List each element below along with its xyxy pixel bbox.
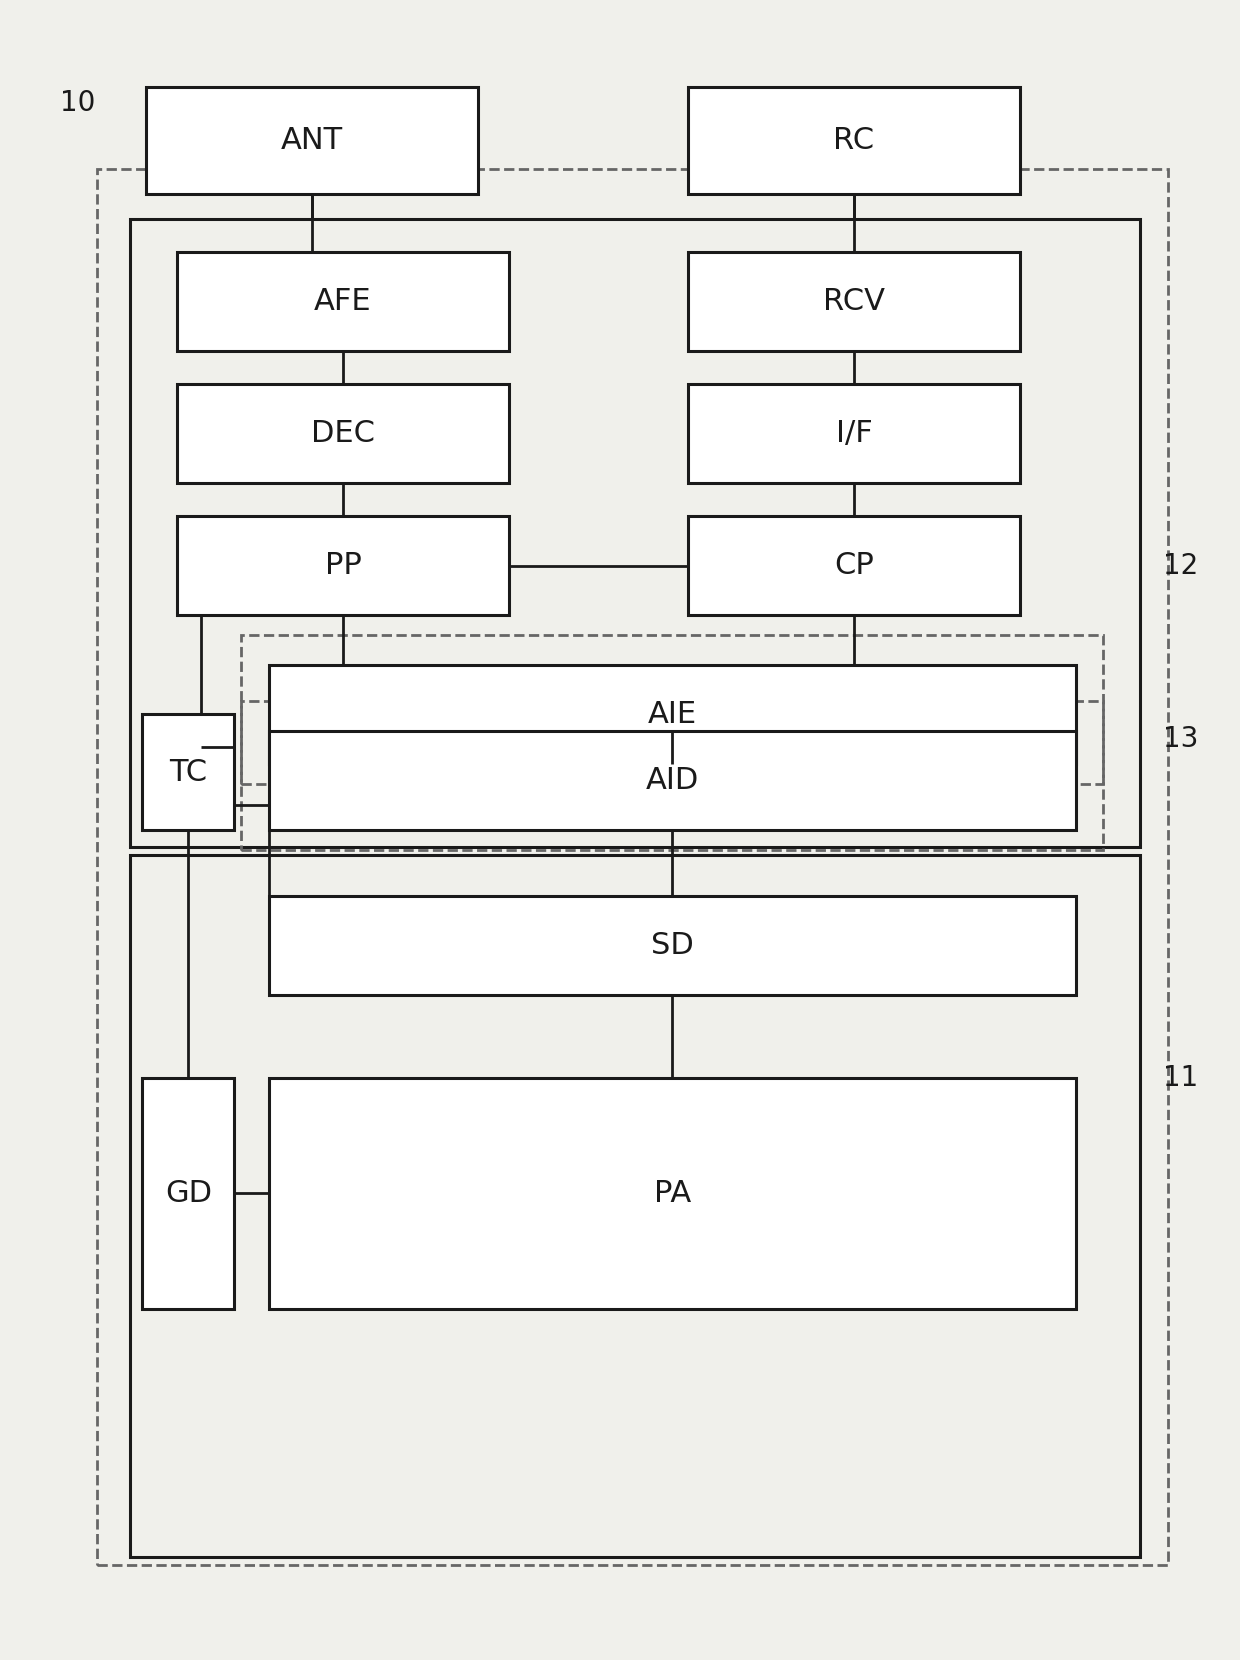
Bar (130, 855, 1140, 1557)
Text: AID: AID (646, 765, 699, 795)
Text: PA: PA (653, 1179, 691, 1208)
Text: AIE: AIE (647, 701, 697, 729)
Bar (130, 219, 1140, 847)
Bar (176, 516, 510, 616)
Bar (688, 252, 1021, 350)
Text: 10: 10 (61, 90, 95, 118)
Text: PP: PP (325, 551, 361, 581)
Bar (146, 86, 479, 194)
Text: RCV: RCV (823, 287, 885, 315)
Text: GD: GD (165, 1179, 212, 1208)
Text: 12: 12 (1163, 551, 1198, 579)
Text: DEC: DEC (311, 418, 374, 448)
Bar (269, 730, 1076, 830)
Text: I/F: I/F (836, 418, 873, 448)
Bar (97, 169, 1168, 1565)
Bar (143, 714, 234, 830)
Bar (688, 383, 1021, 483)
Bar (176, 383, 510, 483)
Bar (269, 896, 1076, 994)
Bar (241, 701, 1102, 850)
Text: 13: 13 (1163, 725, 1198, 754)
Bar (241, 636, 1102, 784)
Text: ANT: ANT (281, 126, 343, 154)
Text: RC: RC (833, 126, 874, 154)
Bar (143, 1077, 234, 1310)
Bar (269, 1077, 1076, 1310)
Text: CP: CP (835, 551, 874, 581)
Text: AFE: AFE (314, 287, 372, 315)
Text: SD: SD (651, 931, 693, 959)
Bar (176, 252, 510, 350)
Bar (688, 516, 1021, 616)
Text: TC: TC (169, 757, 207, 787)
Bar (688, 86, 1021, 194)
Text: 11: 11 (1163, 1064, 1198, 1092)
Bar (269, 666, 1076, 764)
